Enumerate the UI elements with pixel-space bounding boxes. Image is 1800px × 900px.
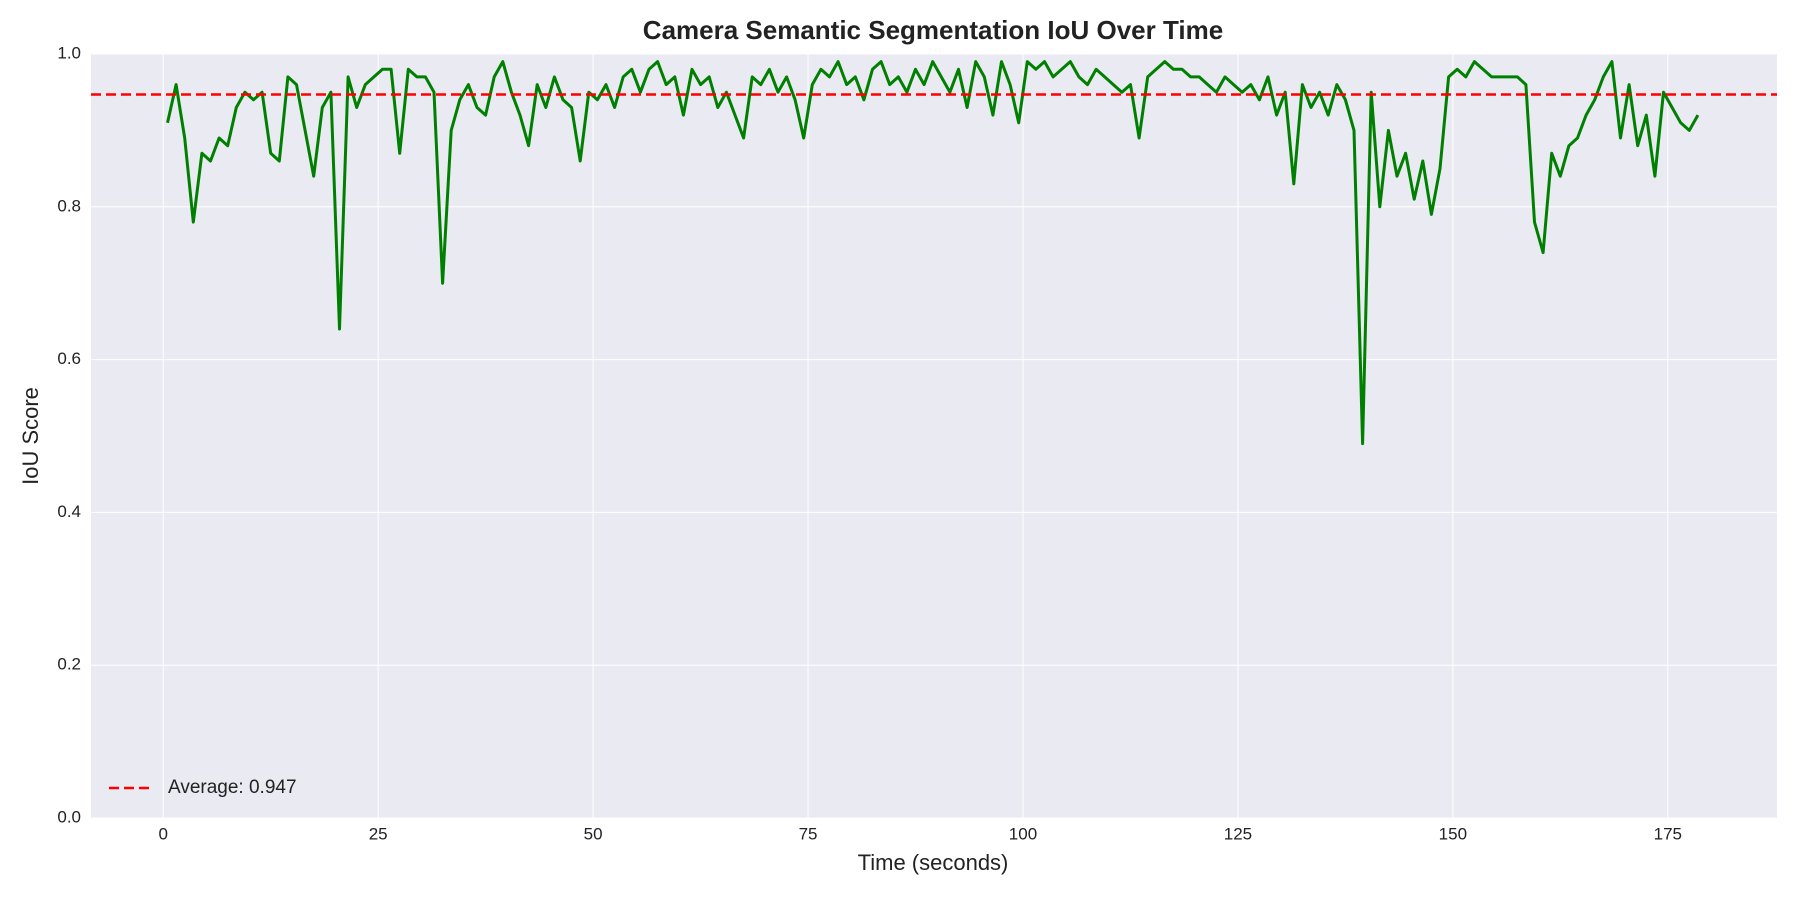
x-axis-label: Time (seconds) [858, 850, 1009, 875]
grid [91, 53, 1777, 819]
x-tick-label: 75 [799, 824, 818, 843]
legend-label: Average: 0.947 [168, 777, 297, 798]
y-tick-label: 0.4 [57, 502, 81, 521]
data-line [166, 60, 1700, 446]
y-axis-label: IoU Score [18, 387, 43, 485]
x-tick-label: 175 [1654, 824, 1682, 843]
x-tick-label: 0 [158, 824, 167, 843]
legend: Average: 0.947 [109, 777, 297, 798]
x-tick-label: 125 [1224, 824, 1252, 843]
marks [91, 60, 1777, 446]
x-tick-label: 50 [584, 824, 603, 843]
plot-area [91, 54, 1777, 818]
x-tick-label: 25 [369, 824, 388, 843]
y-tick-label: 0.2 [57, 655, 81, 674]
x-tick-label: 100 [1009, 824, 1037, 843]
y-tick-label: 0.0 [57, 807, 81, 826]
y-tick-label: 1.0 [57, 43, 81, 62]
y-tick-label: 0.6 [57, 349, 81, 368]
y-tick-label: 0.8 [57, 196, 81, 215]
x-tick-label: 150 [1439, 824, 1467, 843]
chart-title: Camera Semantic Segmentation IoU Over Ti… [643, 15, 1223, 45]
